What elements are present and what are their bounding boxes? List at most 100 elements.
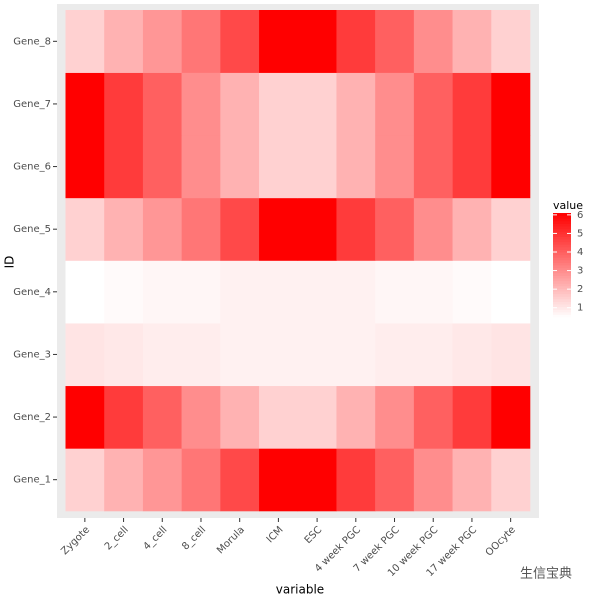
heat-cell [336,385,376,449]
heat-cell [259,448,299,512]
heat-cell [104,10,144,73]
heat-cell [181,10,221,73]
x-tick-label: 4_cell [142,524,170,552]
heat-cell [220,135,260,199]
heat-cell [142,260,182,324]
x-tick-label: ICM [265,524,286,545]
colorbar-segment [553,265,571,269]
colorbar-segment [553,215,571,219]
heat-cell [452,72,492,136]
heat-cell [104,135,144,199]
heat-cell [65,10,105,73]
colorbar-segment [553,246,571,250]
heat-cell [413,260,453,324]
heat-cell [452,448,492,512]
heat-cell [413,10,453,73]
heat-cell [491,323,531,387]
colorbar-segment [553,228,571,232]
heat-cell [336,135,376,199]
colorbar-segment [553,291,571,295]
colorbar-segment [553,311,571,315]
heat-cell [452,10,492,73]
heat-cell [65,72,105,136]
y-tick-label: Gene_5 [13,224,51,235]
heat-cell [297,448,337,512]
colorbar-segment [553,259,571,263]
colorbar-segment [553,306,571,310]
heat-cell [297,385,337,449]
x-tick-label: 2_cell [103,524,131,552]
heat-cell [65,135,105,199]
heat-cell [220,72,260,136]
heat-cell [220,10,260,73]
heat-cell [297,197,337,261]
colorbar-segment [553,296,571,300]
heat-cell [104,197,144,261]
heat-cell [142,10,182,73]
colorbar-segment [553,301,571,305]
heat-cell [65,260,105,324]
heat-cell [104,72,144,136]
colorbar-tick-label: 3 [577,266,583,277]
heat-cell [220,260,260,324]
heat-cell [104,448,144,512]
y-tick-label: Gene_6 [13,162,51,173]
x-tick-label: Zygote [59,524,92,557]
heat-cell [336,323,376,387]
heat-cell [491,135,531,199]
colorbar-segment [553,262,571,266]
heat-cell [452,135,492,199]
heat-cell [259,10,299,73]
colorbar-segment [553,293,571,297]
heat-cell [491,72,531,136]
y-tick-label: Gene_2 [13,412,51,423]
colorbar-segment [553,283,571,287]
colorbar-segment [553,285,571,289]
heat-cell [142,72,182,136]
heat-cell [181,260,221,324]
colorbar-segment [553,254,571,258]
y-tick-label: Gene_8 [13,36,51,47]
colorbar-segment [553,218,571,222]
y-axis-label: ID [3,256,17,269]
colorbar-segment [553,298,571,302]
heat-cell [452,197,492,261]
heat-cell [375,72,415,136]
heat-cell [452,260,492,324]
heat-cell [259,197,299,261]
x-tick-label: ESC [303,524,325,546]
heat-cell [491,448,531,512]
colorbar-segment [553,278,571,282]
heat-cell [413,197,453,261]
y-tick-label: Gene_1 [13,475,51,486]
heat-cell [104,385,144,449]
colorbar-tick-label: 2 [577,284,583,295]
heat-cell [65,197,105,261]
colorbar-tick-label: 1 [577,303,583,314]
heat-cell [336,260,376,324]
heat-cell [181,323,221,387]
legend-title: value [553,199,583,212]
colorbar-segment [553,220,571,224]
heat-cell [413,385,453,449]
heat-cell [297,10,337,73]
heat-cell [259,385,299,449]
heat-cell [142,448,182,512]
heat-cell [181,135,221,199]
colorbar-segment [553,213,571,217]
colorbar-segment [553,272,571,276]
colorbar-segment [553,288,571,292]
colorbar-segment [553,249,571,253]
x-tick-label: 8_cell [180,524,208,552]
heat-cell [336,448,376,512]
heat-cell [336,72,376,136]
heat-cell [297,323,337,387]
x-axis-label: variable [276,583,324,597]
colorbar-segment [553,267,571,271]
heat-cell [413,323,453,387]
heat-cell [181,448,221,512]
heat-cell [375,10,415,73]
colorbar-segment [553,241,571,245]
heat-cell [452,323,492,387]
